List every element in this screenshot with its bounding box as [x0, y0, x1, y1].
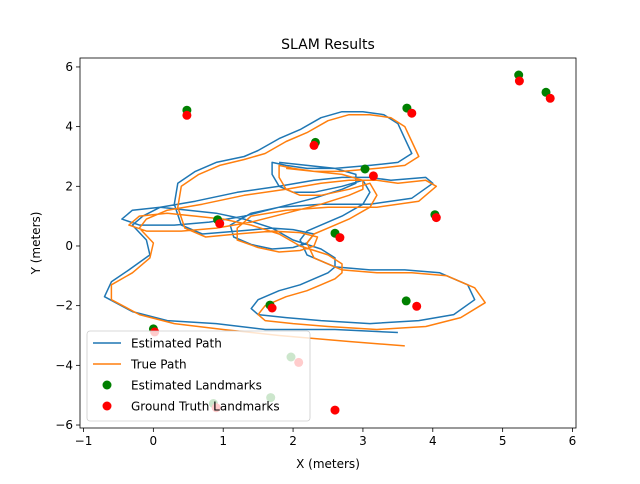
x-tick-label: 4 [429, 434, 437, 448]
y-axis-label: Y (meters) [29, 212, 43, 276]
y-tick-label: 0 [65, 239, 73, 253]
x-tick-label: 3 [359, 434, 367, 448]
legend-label-estimated-path: Estimated Path [131, 337, 222, 351]
ground-truth-landmarks-point [407, 108, 417, 118]
estimated-landmarks-point [401, 296, 411, 306]
y-tick-label: 6 [65, 60, 73, 74]
plot-frame [79, 57, 577, 429]
ground-truth-landmarks-point [309, 140, 319, 150]
x-tick-label: 6 [569, 434, 577, 448]
legend-label-estimated-landmarks: Estimated Landmarks [131, 379, 262, 393]
estimated-landmarks-point [360, 164, 370, 174]
ground-truth-landmarks-point [215, 219, 225, 229]
x-tick-label: 5 [499, 434, 507, 448]
ground-truth-landmarks-point [267, 303, 277, 313]
x-tick-label: −1 [75, 434, 93, 448]
y-tick-label: −2 [55, 299, 73, 313]
ground-truth-landmarks-point [335, 233, 345, 243]
x-tick-label: 0 [150, 434, 158, 448]
ground-truth-landmarks-point [182, 110, 192, 120]
ground-truth-landmarks-point [514, 76, 524, 86]
legend-swatch-estimated-landmarks [102, 380, 112, 390]
x-tick-label: 1 [219, 434, 227, 448]
chart-title: SLAM Results [281, 37, 375, 53]
ground-truth-landmarks-point [545, 93, 555, 103]
legend-swatch-ground-truth-landmarks [102, 401, 112, 411]
y-tick-label: 2 [65, 179, 73, 193]
legend-box [86, 330, 311, 422]
true-path-line [110, 113, 486, 347]
legend: Estimated Path True Path Estimated Landmar… [86, 330, 311, 422]
ground-truth-landmarks-point [368, 171, 378, 181]
ground-truth-landmarks-point [431, 213, 441, 223]
legend-label-true-path: True Path [130, 358, 187, 372]
tick-layer: −1 0 1 2 3 4 5 6 −6 −4 −2 0 2 4 6 [55, 60, 576, 448]
x-axis-label: X (meters) [296, 457, 360, 471]
legend-label-ground-truth-landmarks: Ground Truth Landmarks [131, 400, 280, 414]
y-tick-label: −6 [55, 418, 73, 432]
ground-truth-landmarks-point [412, 301, 422, 311]
y-tick-label: 4 [65, 120, 73, 134]
y-tick-label: −4 [55, 358, 73, 372]
ground-truth-landmarks-point [330, 405, 340, 415]
x-tick-label: 2 [289, 434, 297, 448]
